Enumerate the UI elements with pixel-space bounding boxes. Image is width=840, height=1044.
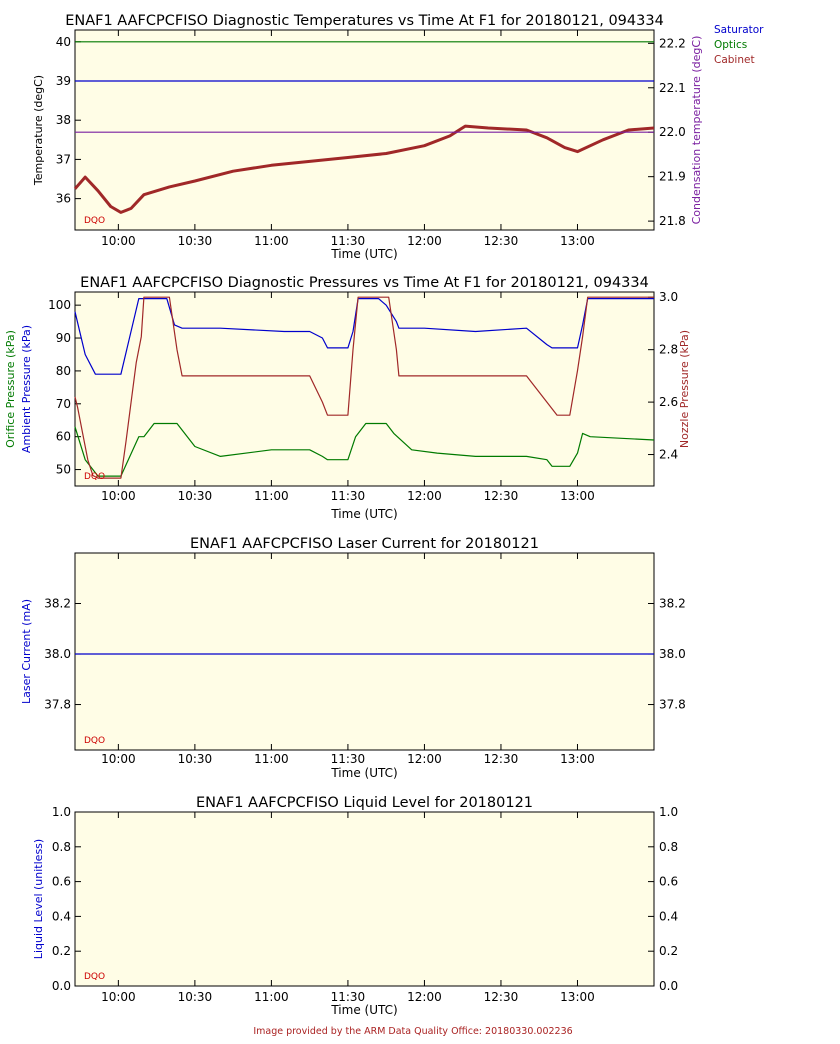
legend-entry: Optics [714,39,747,51]
y2-tick-label: 1.0 [659,805,678,819]
y-tick-label: 0.2 [52,944,71,958]
x-tick-label: 11:00 [254,489,289,503]
footer-credit: Image provided by the ARM Data Quality O… [253,1026,572,1037]
dqo-badge: DQO [84,472,105,482]
y-tick-label: 38.2 [44,597,71,611]
x-tick-label: 12:00 [407,752,442,766]
x-axis-label-2: Time (UTC) [330,766,397,780]
y2-tick-label: 3.0 [659,290,678,304]
y-tick-label: 39 [56,74,71,88]
x-tick-label: 12:00 [407,234,442,248]
x-tick-label: 11:30 [331,489,366,503]
series-line-orifice-pressure [74,422,655,477]
x-tick-label: 10:30 [178,752,213,766]
y2-tick-label: 21.9 [659,170,686,184]
x-axis-label-0: Time (UTC) [330,247,397,261]
x-tick-label: 10:00 [101,752,136,766]
y2-tick-label: 0.2 [659,944,678,958]
y-axis-label-0: Temperature (degC) [32,75,45,186]
x-tick-label: 11:00 [254,990,289,1004]
y-tick-label: 38 [56,113,71,127]
y2-tick-label: 38.2 [659,597,686,611]
dqo-badge: DQO [84,972,105,982]
y2-tick-label: 22.1 [659,81,686,95]
x-tick-label: 12:00 [407,990,442,1004]
x-tick-label: 12:00 [407,489,442,503]
y2-tick-label: 2.6 [659,395,678,409]
y-tick-label: 0.4 [52,909,71,923]
x-tick-label: 10:30 [178,489,213,503]
series-line-cabinet [73,124,655,214]
chart-title-1: ENAF1 AAFCPCFISO Diagnostic Pressures vs… [80,275,649,291]
y-tick-label: 0.6 [52,875,71,889]
x-tick-label: 11:30 [331,752,366,766]
y-axis-label-3: Liquid Level (unitless) [32,839,45,959]
dqo-badge: DQO [84,736,105,746]
series-line-nozzle-pressure [74,296,654,479]
x-axis-label-1: Time (UTC) [330,507,397,521]
plot-area-0 [74,29,655,231]
dqo-badge: DQO [84,216,105,226]
x-tick-label: 11:00 [254,234,289,248]
x-tick-label: 13:00 [560,489,595,503]
x-tick-label: 12:30 [484,752,519,766]
x-tick-label: 10:00 [101,990,136,1004]
chart-title-3: ENAF1 AAFCPCFISO Liquid Level for 201801… [196,795,533,811]
y-tick-label: 70 [56,397,71,411]
x-tick-label: 10:00 [101,234,136,248]
x-tick-label: 10:30 [178,234,213,248]
x-tick-label: 13:00 [560,752,595,766]
y-tick-label: 37 [56,152,71,166]
y-tick-label: 90 [56,331,71,345]
y2-tick-label: 37.8 [659,698,686,712]
x-tick-label: 11:30 [331,990,366,1004]
y2-tick-label: 22.0 [659,125,686,139]
plot-area-3 [74,811,655,987]
chart-title-2: ENAF1 AAFCPCFISO Laser Current for 20180… [190,536,539,552]
nozzle-axis-label: Nozzle Pressure (kPa) [678,330,691,448]
plot-area-1 [74,291,655,487]
legend-entry: Cabinet [714,54,755,66]
x-tick-label: 13:00 [560,234,595,248]
y-tick-label: 0.0 [52,979,71,993]
chart-title-0: ENAF1 AAFCPCFISO Diagnostic Temperatures… [65,13,664,29]
y-tick-label: 36 [56,192,71,206]
x-tick-label: 10:00 [101,489,136,503]
y-tick-label: 1.0 [52,805,71,819]
x-tick-label: 12:30 [484,489,519,503]
y-tick-label: 0.8 [52,840,71,854]
ambient-axis-label: Ambient Pressure (kPa) [20,325,33,453]
y-tick-label: 40 [56,35,71,49]
series-line-ambient-pressure [74,298,654,375]
y2-tick-label: 2.8 [659,343,678,357]
y2-tick-label: 0.4 [659,909,678,923]
y2-tick-label: 38.0 [659,647,686,661]
y-tick-label: 50 [56,463,71,477]
x-tick-label: 10:30 [178,990,213,1004]
y2-tick-label: 0.0 [659,979,678,993]
y-axis-label-2: Laser Current (mA) [20,599,33,704]
y2-tick-label: 21.8 [659,214,686,228]
x-tick-label: 11:00 [254,752,289,766]
x-tick-label: 12:30 [484,990,519,1004]
legend-entry: Saturator [714,24,764,36]
x-tick-label: 12:30 [484,234,519,248]
orifice-axis-label: Orifice Pressure (kPa) [4,330,17,448]
y2-tick-label: 0.8 [659,840,678,854]
y2-tick-label: 0.6 [659,875,678,889]
y-tick-label: 80 [56,364,71,378]
y-tick-label: 38.0 [44,647,71,661]
y2-axis-label-0: Condensation temperature (degC) [690,36,703,225]
y2-tick-label: 22.2 [659,36,686,50]
x-axis-label-3: Time (UTC) [330,1003,397,1017]
x-tick-label: 13:00 [560,990,595,1004]
y-tick-label: 60 [56,430,71,444]
x-tick-label: 11:30 [331,234,366,248]
plot-area-2 [74,552,655,751]
y-tick-label: 100 [48,298,71,312]
y-tick-label: 37.8 [44,698,71,712]
y2-tick-label: 2.4 [659,448,678,462]
